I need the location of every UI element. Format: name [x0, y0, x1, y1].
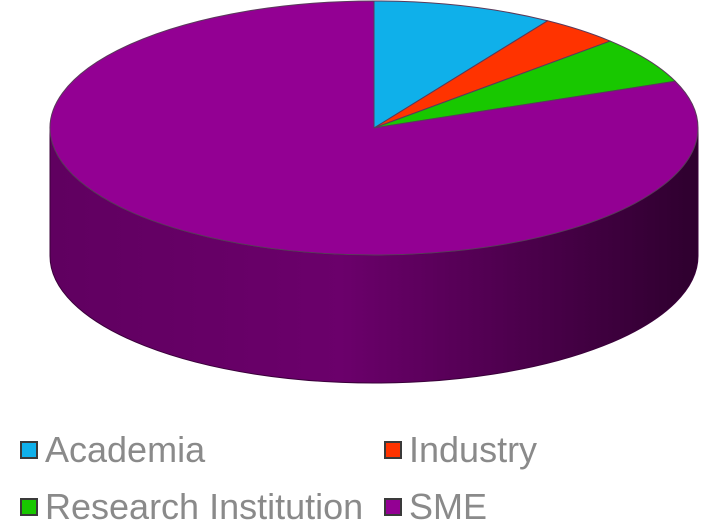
- legend-item-industry: Industry: [384, 428, 537, 472]
- legend-swatch-research-institution: [20, 498, 38, 516]
- pie-slice-research-institution: [373, 40, 676, 129]
- legend-label-industry: Industry: [409, 429, 538, 470]
- pie-slice-sme: [49, 0, 699, 256]
- pie-slice-academia: [373, 0, 549, 129]
- pie-tops: [49, 0, 699, 256]
- chart-legend: Academia Industry Research Institution S…: [0, 418, 703, 527]
- legend-item-sme: SME: [384, 485, 487, 529]
- legend-item-research-institution: Research Institution: [20, 485, 363, 529]
- legend-item-academia: Academia: [20, 428, 205, 472]
- legend-label-research-institution: Research Institution: [45, 486, 364, 527]
- legend-swatch-industry: [384, 441, 402, 459]
- pie-chart: [49, 0, 699, 384]
- pie-chart-svg: [49, 0, 699, 384]
- legend-label-academia: Academia: [45, 429, 206, 470]
- legend-label-sme: SME: [409, 486, 488, 527]
- legend-swatch-academia: [20, 441, 38, 459]
- legend-swatch-sme: [384, 498, 402, 516]
